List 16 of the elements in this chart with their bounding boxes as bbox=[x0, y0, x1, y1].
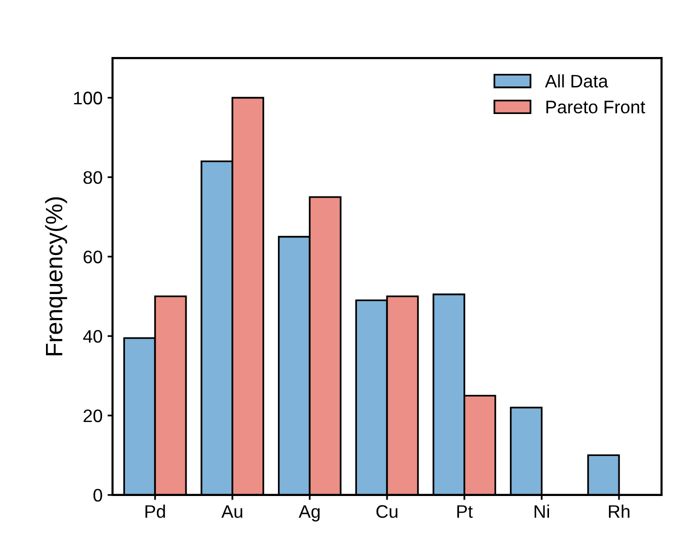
y-tick-label: 60 bbox=[84, 250, 102, 264]
legend-label: All Data bbox=[544, 74, 608, 88]
y-tick-label: 80 bbox=[84, 171, 102, 184]
x-tick-label: Pt bbox=[457, 505, 473, 518]
x-tick-label: Ag bbox=[298, 505, 320, 522]
x-tick-label: Ni bbox=[534, 504, 549, 518]
y-tick-label: 20 bbox=[84, 409, 102, 422]
legend-label: Pareto Front bbox=[546, 100, 646, 114]
y-tick-label: 0 bbox=[93, 488, 102, 502]
x-tick-label: Cu bbox=[376, 505, 398, 518]
x-tick-label: Au bbox=[221, 505, 242, 518]
x-tick-label: Pd bbox=[146, 504, 165, 518]
y-axis-title: Frenquency(%) bbox=[45, 197, 68, 356]
y-tick-label: 40 bbox=[83, 330, 102, 343]
y-tick-label: 100 bbox=[74, 92, 102, 104]
x-tick-label: Rh bbox=[608, 504, 630, 518]
